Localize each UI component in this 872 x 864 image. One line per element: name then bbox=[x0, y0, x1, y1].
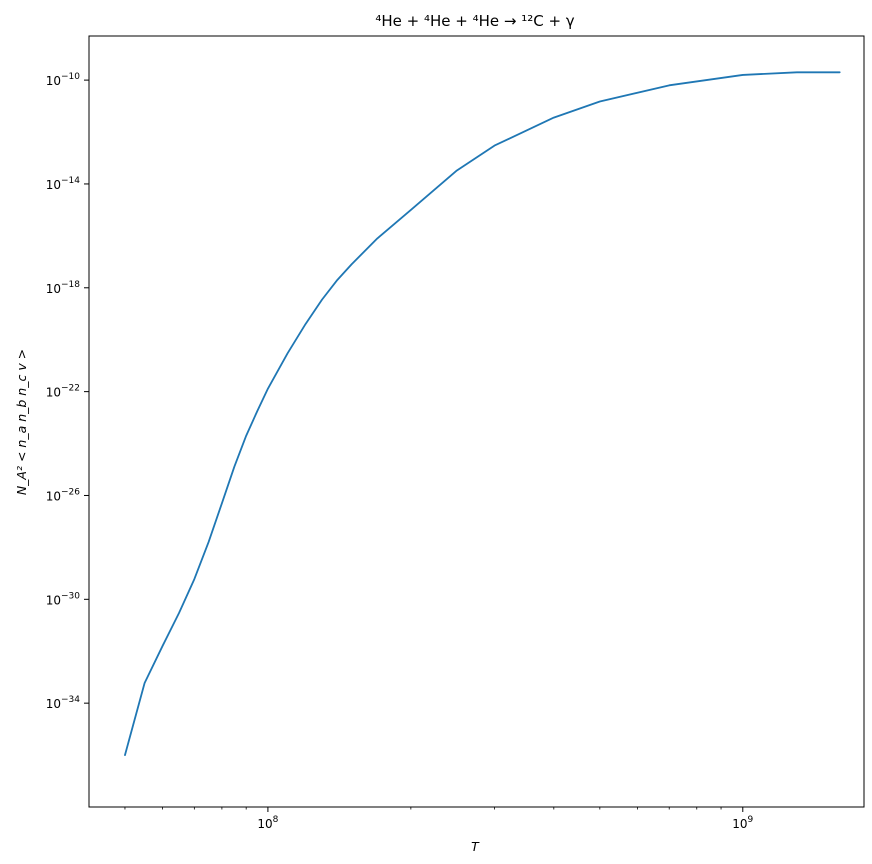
plot-area bbox=[124, 71, 841, 756]
x-tick-label: 108 bbox=[257, 815, 278, 831]
x-axis-label: T bbox=[471, 839, 480, 854]
y-axis-label: N_A² < n_a n_b n_c v > bbox=[14, 349, 29, 495]
x-tick-label: 109 bbox=[732, 815, 753, 831]
series-line-0 bbox=[124, 71, 841, 756]
y-tick-label: 10−18 bbox=[46, 280, 81, 296]
axis-ticks: 108 109 10−10 10−14 10−18 10−22 10−26 10−30 10−3… bbox=[46, 72, 754, 831]
plot-frame bbox=[88, 35, 865, 808]
y-tick-label: 10−26 bbox=[46, 487, 81, 503]
y-tick-label: 10−10 bbox=[46, 72, 81, 88]
y-tick-label: 10−30 bbox=[46, 591, 81, 607]
y-tick-label: 10−34 bbox=[46, 695, 81, 711]
y-tick-label: 10−14 bbox=[46, 176, 81, 192]
chart-title: ⁴He + ⁴He + ⁴He → ¹²C + γ bbox=[375, 12, 574, 30]
y-tick-label: 10−22 bbox=[46, 384, 80, 400]
